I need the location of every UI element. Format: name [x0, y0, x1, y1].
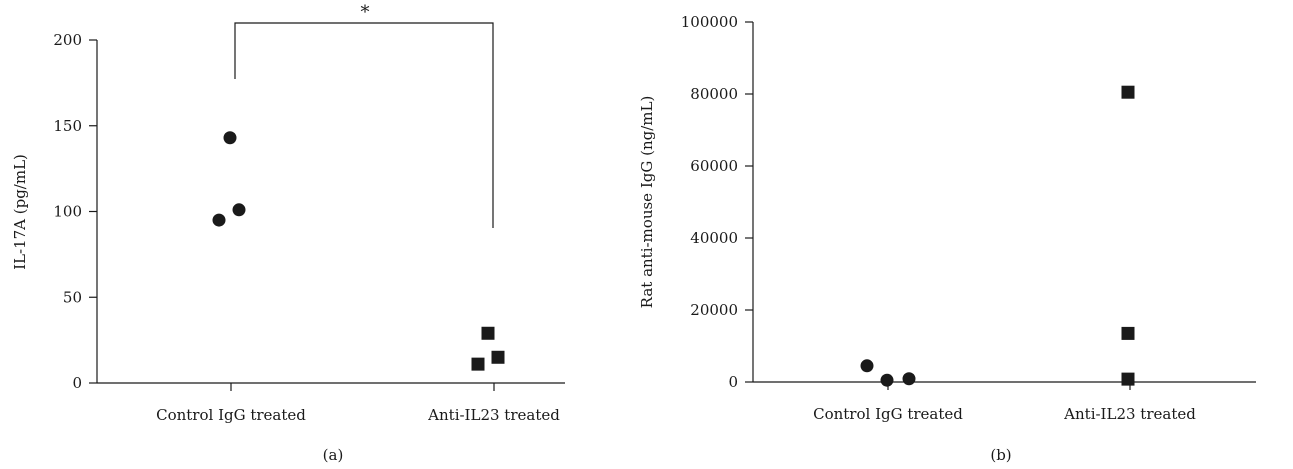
y-tick-label: 20000 [690, 301, 738, 319]
panel-a-label: (a) [323, 446, 344, 464]
y-tick-label: 50 [63, 288, 82, 306]
panel-b-label: (b) [990, 446, 1011, 464]
y-tick-label: 100 [53, 203, 82, 221]
y-tick-label: 200 [53, 31, 82, 49]
data-point-square [1121, 85, 1135, 99]
data-point-circle [902, 372, 916, 386]
data-point-square [491, 350, 505, 364]
x-tick-label: Anti-IL23 treated [427, 406, 560, 424]
y-tick-label: 40000 [690, 229, 738, 247]
panel-a-y-axis-label: IL-17A (pg/mL) [11, 154, 29, 270]
data-point-circle [212, 213, 226, 227]
x-tick-label: Control IgG treated [156, 406, 306, 424]
y-tick-label: 100000 [681, 13, 738, 31]
data-point-square [1121, 326, 1135, 340]
panel-b-y-axis-label: Rat anti-mouse IgG (ng/mL) [638, 96, 656, 309]
data-point-square [1121, 372, 1135, 386]
panel-b-chart: 0 20000 40000 60000 80000 100000 Control IgG … [638, 13, 1256, 464]
y-tick-label: 150 [53, 117, 82, 135]
data-point-circle [223, 131, 237, 145]
panel-a-chart: 0 50 100 150 200 Control IgG treated Anti-IL2… [11, 2, 565, 464]
x-tick-label: Control IgG treated [813, 405, 963, 423]
y-tick-label: 0 [72, 374, 82, 392]
x-tick-label: Anti-IL23 treated [1063, 405, 1196, 423]
y-tick-label: 60000 [690, 157, 738, 175]
data-point-square [471, 357, 485, 371]
significance-bracket [234, 22, 494, 228]
y-tick-label: 80000 [690, 85, 738, 103]
y-tick-label: 0 [728, 373, 738, 391]
data-point-circle [860, 359, 874, 373]
data-point-square [481, 326, 495, 340]
significance-marker: * [361, 2, 370, 23]
data-point-circle [232, 203, 246, 217]
data-point-circle [880, 373, 894, 387]
